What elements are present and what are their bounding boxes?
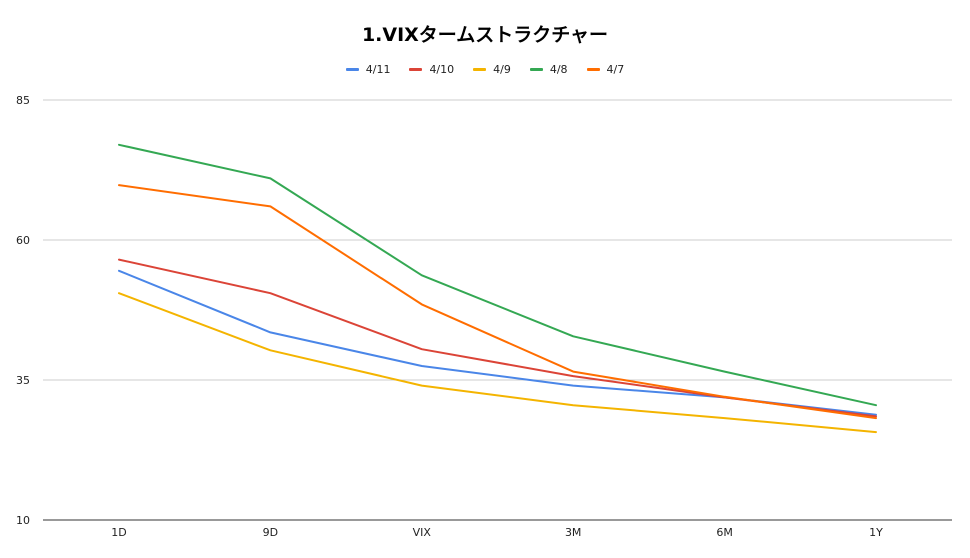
legend-label: 4/7	[606, 62, 625, 76]
x-tick-label: 3M	[565, 526, 582, 539]
legend-item: 4/11	[345, 62, 391, 76]
legend-item: 4/9	[473, 63, 511, 76]
y-tick-label: 85	[16, 94, 30, 107]
legend-item: 4/8	[529, 62, 568, 76]
x-tick-label: 9D	[263, 526, 278, 539]
legend-item: 4/10	[409, 63, 454, 76]
legend-swatch	[586, 67, 600, 71]
series-line-4-9	[118, 292, 877, 434]
chart-title: 1.VIXタームストラクチャー	[361, 24, 609, 46]
legend-swatch	[345, 67, 359, 71]
x-tick-label: 6M	[716, 526, 733, 539]
legend-swatch	[409, 67, 423, 71]
x-tick-label: 1D	[111, 526, 126, 539]
legend-label: 4/10	[429, 62, 455, 76]
legend-label: 4/9	[493, 62, 511, 76]
series-line-4-8	[118, 143, 877, 407]
series-line-4-11	[118, 269, 877, 416]
legend-item: 4/7	[586, 62, 625, 76]
y-tick-label: 10	[16, 514, 30, 527]
legend-swatch	[529, 67, 543, 71]
y-tick-label: 60	[16, 234, 30, 247]
legend-label: 4/11	[365, 62, 391, 76]
x-tick-label: 1Y	[869, 526, 883, 539]
x-tick-label: VIX	[413, 526, 432, 539]
series-line-4-7	[118, 184, 877, 420]
legend-label: 4/8	[549, 62, 568, 76]
chart-legend: 4/11 4/10 4/9 4/8 4/7	[0, 61, 970, 77]
y-tick-label: 35	[16, 374, 30, 387]
legend-swatch	[473, 67, 487, 71]
